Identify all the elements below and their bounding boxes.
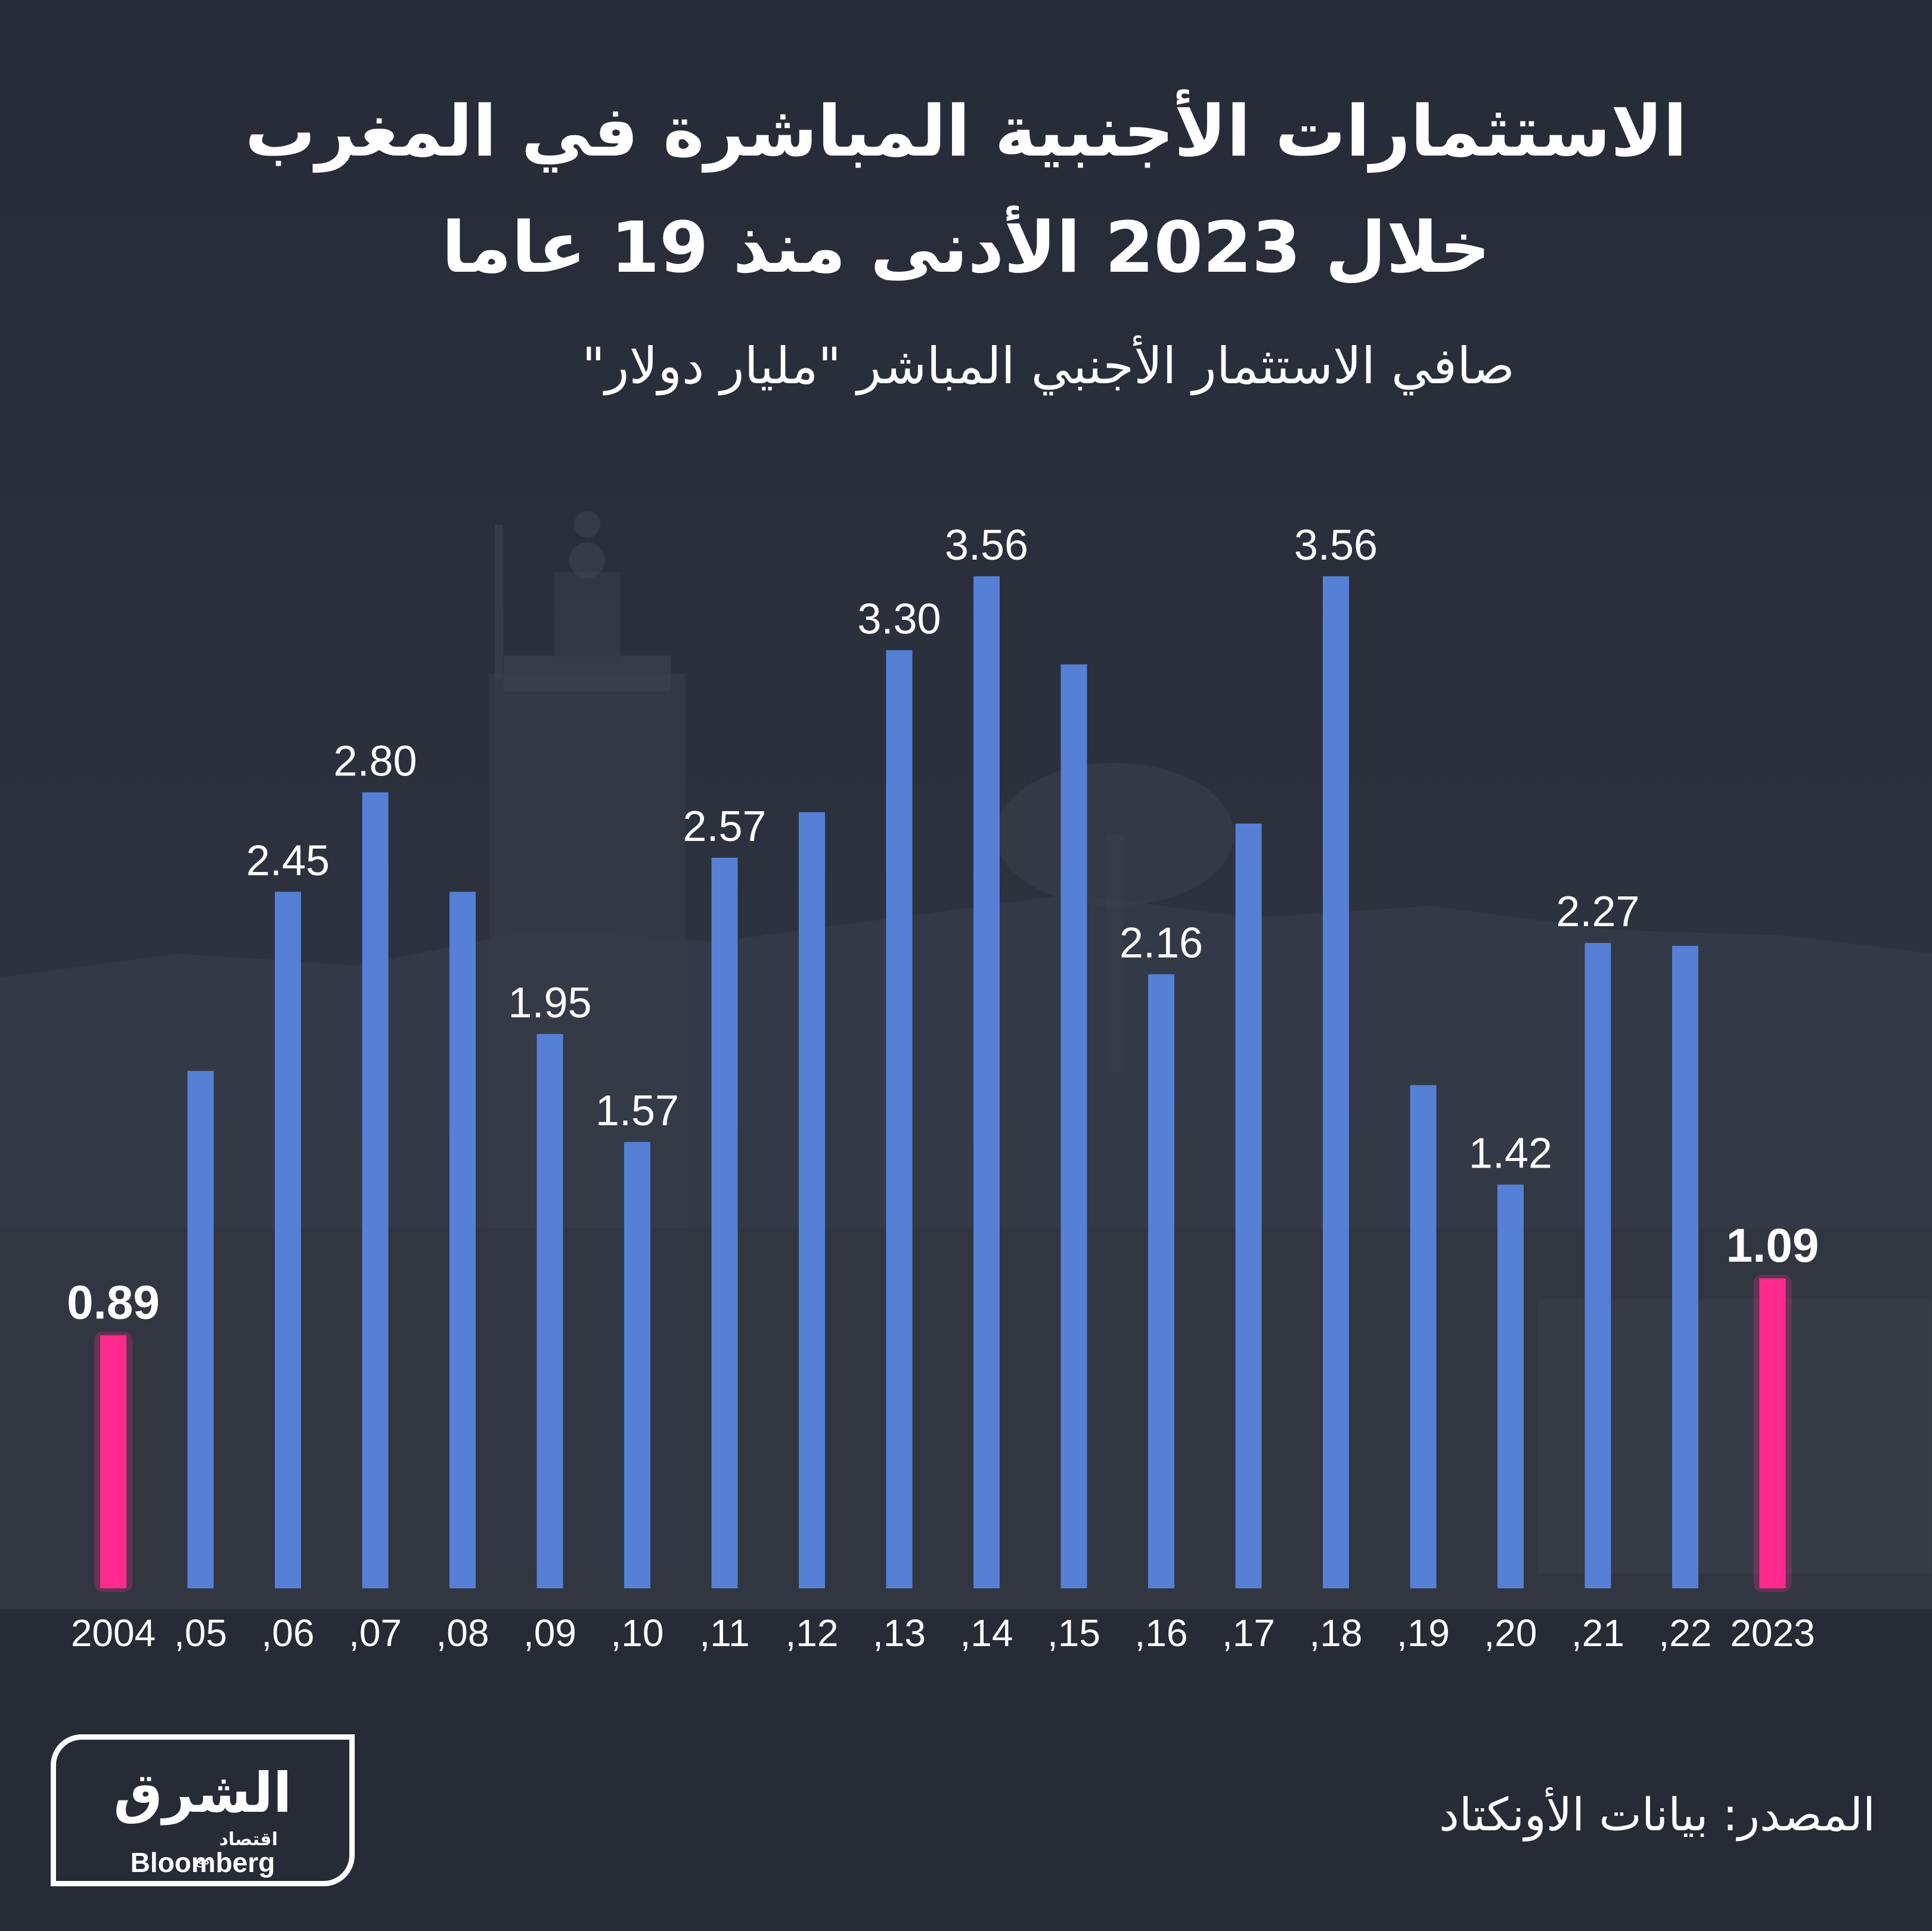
value-label-2: 2.45	[246, 837, 330, 884]
x-tick-label-14: ,18	[1310, 1612, 1363, 1654]
value-label-9: 3.30	[857, 595, 941, 643]
x-tick-label-19: 2023	[1730, 1612, 1815, 1654]
x-tick-label-12: ,16	[1135, 1612, 1188, 1654]
x-tick-label-3: ,07	[349, 1612, 402, 1654]
chart-title-line-1: الاستثمارات الأجنبية المباشرة في المغرب	[244, 90, 1688, 172]
value-label-16: 1.42	[1469, 1130, 1552, 1178]
bar-19	[1759, 1278, 1786, 1588]
logo-with-text: مع	[196, 1853, 210, 1868]
x-tick-label-1: ,05	[174, 1612, 227, 1654]
logo-sub-text: اقتصاد	[219, 1829, 278, 1850]
asharq-bloomberg-logo: الشرق اقتصاد مع Bloomberg	[51, 1734, 355, 1886]
bar-14	[1323, 576, 1349, 1588]
chart-subtitle: صافي الاستثمار الأجنبي المباشر "مليار دو…	[582, 337, 1515, 395]
logo-english-text: Bloomberg	[130, 1847, 275, 1878]
x-tick-label-9: ,13	[873, 1612, 926, 1654]
x-tick-label-4: ,08	[436, 1612, 489, 1654]
logo-arabic-text: الشرق	[113, 1761, 292, 1825]
x-tick-label-2: ,06	[262, 1612, 315, 1654]
bar-6	[624, 1142, 650, 1588]
x-tick-label-18: ,22	[1659, 1612, 1712, 1654]
x-tick-label-15: ,19	[1397, 1612, 1450, 1654]
x-tick-label-6: ,10	[611, 1612, 664, 1654]
value-label-14: 3.56	[1294, 521, 1378, 569]
value-label-3: 2.80	[333, 737, 417, 785]
bar-17	[1584, 943, 1611, 1588]
chart-title-line-2: خلال 2023 الأدنى منذ 19 عاما	[441, 206, 1491, 288]
bar-2	[275, 892, 301, 1588]
x-tick-label-11: ,15	[1047, 1612, 1100, 1654]
x-tick-label-10: ,14	[960, 1612, 1013, 1654]
bar-8	[799, 812, 825, 1588]
bar-18	[1672, 945, 1698, 1588]
source-note: المصدر: بيانات الأونكتاد	[1439, 1788, 1875, 1841]
bar-3	[362, 792, 389, 1588]
bar-7	[711, 858, 738, 1588]
bar-11	[1060, 664, 1087, 1588]
bar-15	[1410, 1085, 1437, 1588]
bar-12	[1148, 974, 1174, 1588]
value-label-19: 1.09	[1726, 1219, 1819, 1272]
bar-0	[100, 1335, 126, 1588]
bar-16	[1497, 1184, 1524, 1588]
bar-1	[187, 1070, 214, 1588]
x-tick-label-0: 2004	[71, 1612, 156, 1654]
value-label-0: 0.89	[67, 1275, 160, 1328]
x-tick-label-7: ,11	[699, 1612, 749, 1654]
x-tick-label-16: ,20	[1484, 1612, 1537, 1654]
x-tick-label-5: ,09	[523, 1612, 576, 1654]
bar-5	[537, 1033, 563, 1588]
x-tick-label-17: ,21	[1571, 1612, 1624, 1654]
value-label-5: 1.95	[508, 979, 591, 1027]
value-label-7: 2.57	[683, 803, 766, 850]
value-label-12: 2.16	[1119, 920, 1203, 967]
x-tick-label-8: ,12	[786, 1612, 839, 1654]
bar-10	[973, 576, 1000, 1588]
bar-13	[1235, 823, 1262, 1588]
bar-9	[886, 650, 913, 1588]
bar-4	[449, 892, 476, 1588]
x-tick-label-13: ,17	[1222, 1612, 1275, 1654]
value-label-6: 1.57	[596, 1087, 679, 1135]
value-label-17: 2.27	[1556, 888, 1639, 936]
value-label-10: 3.56	[945, 521, 1028, 569]
